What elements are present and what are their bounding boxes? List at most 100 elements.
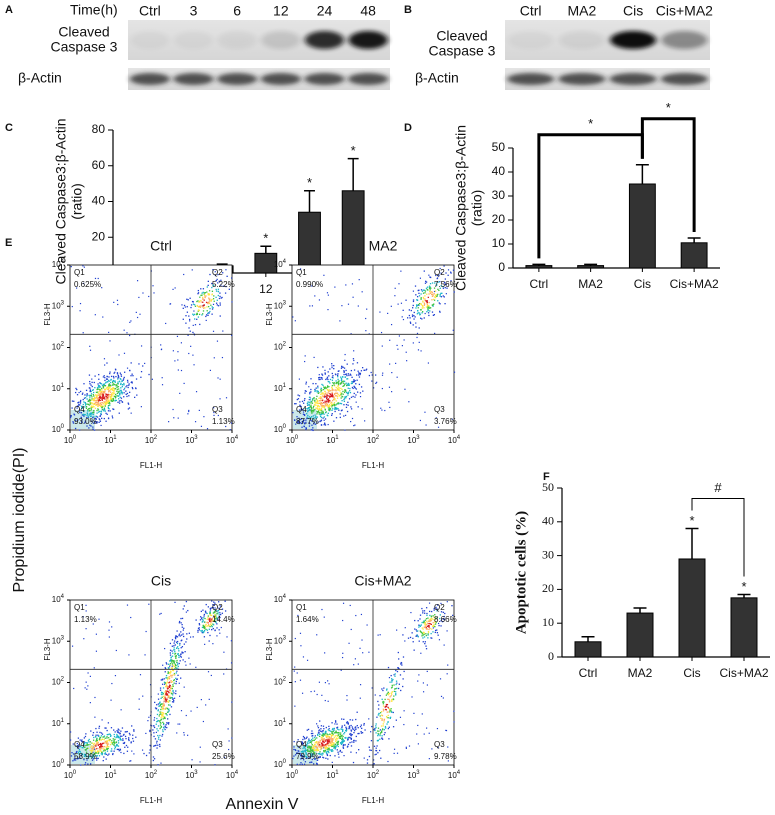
event-dot	[180, 653, 182, 655]
event-dot	[337, 376, 339, 378]
event-dot	[108, 400, 110, 402]
event-dot	[350, 737, 353, 740]
event-dot	[96, 751, 98, 753]
event-dot	[170, 670, 172, 672]
event-dot	[97, 734, 99, 736]
event-dot	[153, 292, 155, 294]
tick-exponent: 2	[283, 676, 287, 682]
tick-label: 101	[326, 435, 339, 446]
event-dot	[101, 390, 103, 392]
quadrant-name: Q1	[296, 268, 307, 277]
event-dot	[158, 702, 161, 704]
event-dot	[97, 409, 100, 411]
event-dot	[322, 756, 324, 759]
event-dot	[315, 398, 317, 400]
event-dot	[80, 399, 82, 402]
event-dot	[301, 757, 303, 759]
event-dot	[112, 738, 114, 740]
event-dot	[98, 378, 100, 380]
event-dot	[89, 380, 91, 383]
event-dot	[428, 602, 431, 604]
event-dot	[442, 295, 444, 297]
event-dot	[88, 741, 90, 743]
event-dot	[384, 409, 386, 412]
event-dot	[386, 716, 388, 719]
event-dot	[386, 711, 388, 713]
event-dot	[161, 714, 164, 716]
event-dot	[103, 397, 105, 400]
event-dot	[180, 342, 182, 344]
event-dot	[429, 283, 432, 285]
event-dot	[345, 736, 347, 739]
event-dot	[305, 427, 307, 429]
event-dot	[107, 410, 110, 412]
event-dot	[217, 282, 219, 284]
event-dot	[385, 705, 387, 707]
event-dot	[318, 735, 321, 738]
event-dot	[91, 378, 93, 380]
event-dot	[210, 621, 212, 623]
event-dot	[99, 750, 101, 752]
event-dot	[115, 369, 117, 371]
event-dot	[206, 629, 209, 631]
significance-bracket	[537, 133, 644, 259]
event-dot	[305, 757, 308, 759]
event-dot	[90, 393, 93, 395]
event-dot	[89, 409, 91, 412]
event-dot	[372, 387, 375, 389]
event-dot	[329, 396, 331, 398]
event-dot	[331, 386, 333, 388]
event-dot	[330, 405, 332, 407]
event-dot	[108, 746, 110, 748]
event-dot	[93, 396, 96, 399]
event-dot	[311, 416, 313, 418]
event-dot	[368, 651, 370, 653]
event-dot	[159, 727, 161, 730]
tick-label: 103	[274, 300, 287, 311]
event-dot	[328, 683, 330, 685]
event-dot	[412, 304, 414, 307]
event-dot	[92, 734, 94, 736]
event-dot	[332, 395, 334, 397]
event-dot	[91, 389, 94, 391]
event-dot	[169, 660, 172, 662]
event-dot	[211, 626, 213, 628]
event-dot	[320, 403, 322, 406]
event-dot	[180, 617, 182, 620]
tick-base: 10	[52, 384, 61, 393]
event-dot	[390, 323, 393, 326]
event-dot	[211, 286, 213, 289]
significance-mark: *	[588, 116, 593, 131]
event-dot	[321, 395, 324, 397]
event-dot	[117, 736, 119, 739]
event-dot	[172, 669, 174, 671]
event-dot	[131, 386, 134, 389]
event-dot	[110, 727, 113, 729]
event-dot	[89, 413, 91, 415]
event-dot	[113, 739, 115, 741]
event-dot	[377, 634, 379, 636]
event-dot	[321, 743, 323, 745]
event-dot	[117, 401, 119, 403]
event-dot	[320, 730, 322, 732]
event-dot	[204, 626, 207, 628]
event-dot	[327, 399, 329, 401]
event-dot	[206, 618, 208, 620]
event-dot	[383, 733, 385, 736]
event-dot	[103, 390, 105, 393]
event-dot	[112, 389, 115, 391]
event-dot	[444, 612, 446, 615]
event-dot	[307, 747, 309, 749]
event-dot	[124, 731, 126, 733]
event-dot	[342, 390, 344, 393]
event-dot	[309, 406, 311, 409]
event-dot	[450, 271, 452, 273]
event-dot	[329, 378, 332, 381]
event-dot	[114, 399, 116, 402]
event-dot	[429, 623, 431, 625]
event-dot	[375, 726, 377, 729]
significance-mark: *	[351, 143, 356, 158]
event-dot	[145, 754, 148, 757]
blot-strip	[128, 20, 390, 60]
event-dot	[311, 735, 313, 737]
